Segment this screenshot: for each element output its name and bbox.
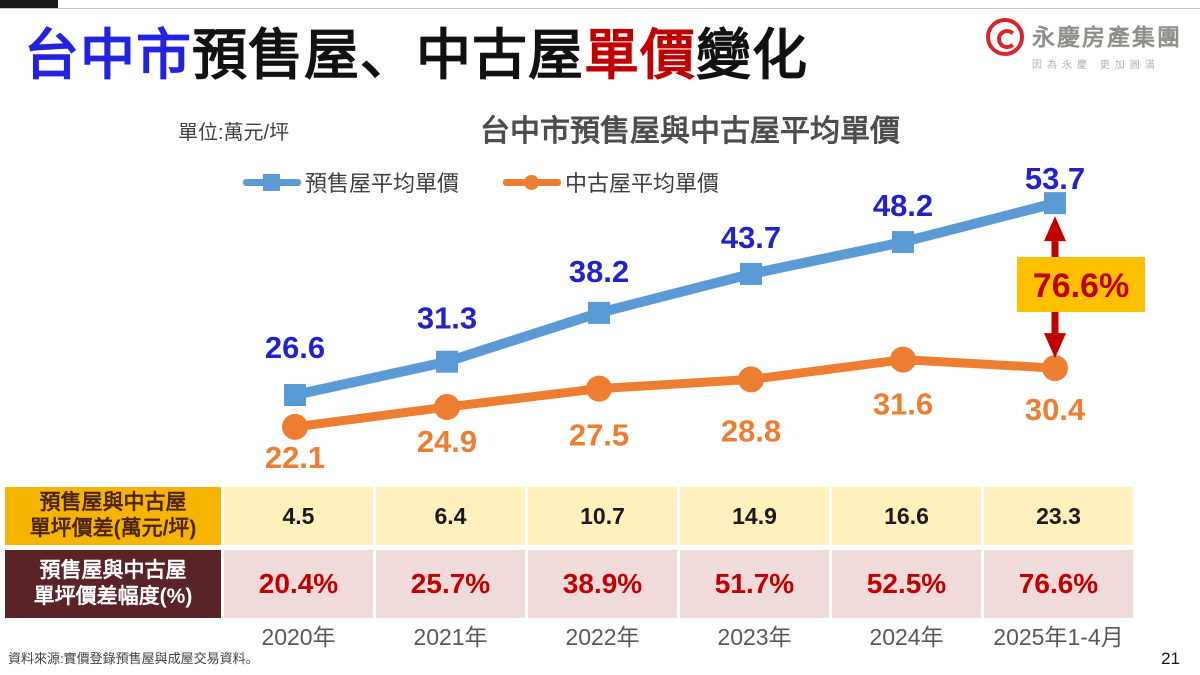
page-title: 台中市預售屋、中古屋單價變化 bbox=[24, 10, 808, 90]
row2-header-line1: 預售屋與中古屋 bbox=[39, 558, 187, 582]
title-change: 變化 bbox=[696, 24, 809, 86]
year-label: 2023年 bbox=[717, 624, 792, 650]
svg-text:31.3: 31.3 bbox=[417, 301, 477, 336]
table-cell: 4.5 bbox=[224, 487, 373, 545]
resale-line-swatch bbox=[503, 174, 562, 190]
svg-text:76.6%: 76.6% bbox=[1033, 267, 1129, 305]
page-number: 21 bbox=[1161, 649, 1180, 668]
svg-text:26.6: 26.6 bbox=[265, 330, 325, 365]
year-label: 2024年 bbox=[869, 624, 944, 650]
legend-label-resale: 中古屋平均單價 bbox=[565, 171, 720, 196]
svg-text:48.2: 48.2 bbox=[873, 188, 933, 223]
chart-title: 台中市預售屋與中古屋平均單價 bbox=[480, 115, 900, 148]
year-label: 2022年 bbox=[565, 624, 640, 650]
table-row2-header: 預售屋與中古屋 單坪價差幅度(%) bbox=[5, 550, 221, 618]
legend-item-presale: 預售屋平均單價 bbox=[243, 166, 459, 198]
row1-header-line2: 單坪價差(萬元/坪) bbox=[29, 517, 197, 540]
year-label: 2025年1-4月 bbox=[993, 624, 1124, 650]
price-gap-table: 預售屋與中古屋 單坪價差(萬元/坪) 4.5 6.4 10.7 14.9 16.… bbox=[5, 487, 1133, 618]
logo-texts: 永慶房產集團 因為永慶 更加圓滿 bbox=[1032, 18, 1182, 71]
table-cell: 20.4% bbox=[224, 550, 373, 618]
square-marker-icon bbox=[263, 173, 280, 191]
table-cell: 6.4 bbox=[376, 487, 525, 545]
svg-text:30.4: 30.4 bbox=[1025, 392, 1086, 427]
legend-item-resale: 中古屋平均單價 bbox=[503, 166, 719, 198]
table-row1-header: 預售屋與中古屋 單坪價差(萬元/坪) bbox=[5, 487, 221, 545]
logo-company-name: 永慶房產集團 bbox=[1032, 24, 1182, 50]
presale-line-swatch bbox=[243, 173, 301, 191]
logo-tagline: 因為永慶 更加圓滿 bbox=[1032, 60, 1160, 71]
table-cell: 23.3 bbox=[984, 487, 1133, 545]
table-cell: 52.5% bbox=[832, 550, 981, 618]
table-cell: 51.7% bbox=[680, 550, 829, 618]
table-cell: 25.7% bbox=[376, 550, 525, 618]
x-axis-year-labels: 2020年 2021年 2022年 2023年 2024年 2025年1-4月 bbox=[5, 622, 1133, 652]
yungching-logo-icon bbox=[986, 18, 1024, 56]
title-city: 台中市 bbox=[24, 24, 193, 86]
chart-legend: 預售屋平均單價 中古屋平均單價 bbox=[243, 166, 719, 198]
table-cell: 38.9% bbox=[528, 550, 677, 618]
table-cell: 16.6 bbox=[832, 487, 981, 545]
row2-header-line2: 單坪價差幅度(%) bbox=[33, 585, 193, 608]
company-logo: 永慶房產集團 因為永慶 更加圓滿 bbox=[986, 18, 1182, 71]
table-cell: 10.7 bbox=[528, 487, 677, 545]
year-label: 2020年 bbox=[261, 624, 336, 650]
svg-text:28.8: 28.8 bbox=[721, 413, 781, 448]
row1-header-line1: 預售屋與中古屋 bbox=[39, 490, 187, 514]
svg-text:31.6: 31.6 bbox=[873, 387, 933, 422]
svg-text:38.2: 38.2 bbox=[569, 254, 629, 289]
svg-text:43.7: 43.7 bbox=[721, 220, 781, 255]
circle-marker-icon bbox=[524, 174, 540, 190]
table-cell: 14.9 bbox=[680, 487, 829, 545]
svg-text:22.1: 22.1 bbox=[265, 440, 325, 475]
title-house-types: 預售屋、中古屋 bbox=[192, 24, 585, 86]
svg-text:27.5: 27.5 bbox=[569, 418, 629, 453]
legend-label-presale: 預售屋平均單價 bbox=[305, 171, 460, 196]
table-cell: 76.6% bbox=[984, 550, 1133, 618]
top-corner-mark bbox=[0, 0, 58, 8]
svg-text:24.9: 24.9 bbox=[417, 424, 477, 459]
top-divider-line bbox=[0, 8, 1200, 9]
svg-text:53.7: 53.7 bbox=[1025, 161, 1085, 196]
year-label: 2021年 bbox=[413, 624, 488, 650]
axis-unit-label: 單位:萬元/坪 bbox=[178, 122, 290, 144]
title-unit-price: 單價 bbox=[584, 24, 697, 86]
data-source-note: 資料來源:實價登錄預售屋與成屋交易資料。 bbox=[8, 651, 259, 666]
price-line-chart: 76.6% 26.6 31.3 38.2 43.7 48.2 53.7 22.1 24.9 27.… bbox=[265, 161, 1145, 475]
